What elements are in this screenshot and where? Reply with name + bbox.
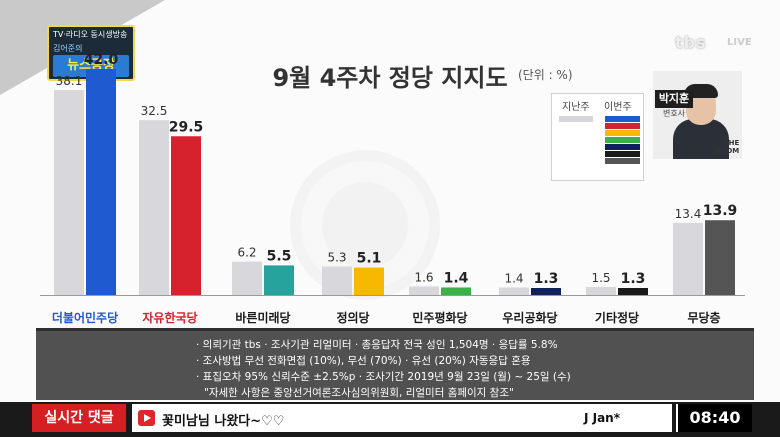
bar-last-week <box>54 89 84 295</box>
category-label: 기타정당 <box>595 310 639 325</box>
ticker-user: J Jan* <box>583 411 620 425</box>
category-label: 바른미래당 <box>235 310 290 325</box>
legend-prev-swatch <box>559 116 593 122</box>
live-label: LIVE <box>727 37 752 48</box>
broadcast-clock: 08:40 <box>676 404 752 432</box>
bar-last-week <box>322 266 352 295</box>
bar-label-this-week: 1.4 <box>444 270 469 286</box>
ticker-bar: 꽃미남님 나왔다~♡♡ J Jan* <box>132 404 672 432</box>
category-label: 우리공화당 <box>502 310 557 325</box>
bar-this-week <box>705 220 735 295</box>
bar-last-week <box>139 120 169 295</box>
bar-label-this-week: 13.9 <box>703 203 738 219</box>
category-label: 민주평화당 <box>412 310 467 325</box>
legend-curr-swatch <box>605 151 640 157</box>
bar-label-this-week: 42.0 <box>84 52 119 68</box>
legend-curr-swatch <box>605 116 640 122</box>
bar-label-last-week: 1.6 <box>414 270 433 284</box>
category-label: 자유한국당 <box>142 310 197 325</box>
legend-curr-swatch <box>605 130 640 136</box>
bar-this-week <box>86 69 116 295</box>
show-top-label: TV·라디오 동시생방송 <box>53 30 128 39</box>
ticker-tag: 실시간 댓글 <box>32 404 126 432</box>
channel-logo: tbs <box>675 33 707 52</box>
chart-unit: (단위 : %) <box>518 68 573 82</box>
play-icon <box>138 410 155 426</box>
category-label: 무당층 <box>687 310 720 325</box>
legend-prev-label: 지난주 <box>562 102 590 113</box>
guest-room-tag-2: ROOM <box>715 147 740 155</box>
legend-curr-swatch <box>605 137 640 143</box>
bar-this-week <box>531 288 561 295</box>
live-comment-ticker: 실시간 댓글 꽃미남님 나왔다~♡♡ J Jan* 08:40 <box>0 402 780 437</box>
bar-label-last-week: 1.5 <box>591 271 610 285</box>
survey-info-box: · 의뢰기관 tbs · 조사기관 리얼미터 · 총응답자 전국 성인 1,50… <box>36 328 754 400</box>
survey-info-line: · 조사방법 무선 전화면접 (10%), 무선 (70%) · 유선 (20%… <box>196 355 531 367</box>
show-sub-label: 김어준의 <box>53 44 83 53</box>
survey-info-note: "자세한 사항은 중앙선거여론조사심의위원회, 리얼미터 홈페이지 참조" <box>204 387 514 399</box>
bar-label-last-week: 38.1 <box>56 74 83 88</box>
bar-label-this-week: 5.1 <box>357 251 382 267</box>
bar-last-week <box>409 286 439 295</box>
bar-last-week <box>499 287 529 295</box>
legend-curr-label: 이번주 <box>604 102 632 113</box>
bar-this-week <box>264 265 294 295</box>
category-label: 정의당 <box>336 310 369 325</box>
bar-last-week <box>232 261 262 295</box>
bar-last-week <box>673 222 703 295</box>
legend-curr-swatch <box>605 123 640 129</box>
bar-last-week <box>586 286 616 295</box>
bar-label-last-week: 13.4 <box>675 207 702 221</box>
guest-role: 변호사 <box>662 109 686 118</box>
guest-name: 박지훈 <box>655 90 693 108</box>
bar-label-this-week: 5.5 <box>267 248 292 264</box>
chart-title: 9월 4주차 정당 지지도 <box>272 64 508 92</box>
bar-this-week <box>618 288 648 295</box>
bar-this-week <box>171 136 201 295</box>
guest-room-tag-1: THE <box>723 139 740 147</box>
legend: 지난주 이번주 <box>551 93 644 181</box>
guest-room-tag: THE ROOM <box>715 139 739 155</box>
legend-curr-swatch <box>605 144 640 150</box>
bar-label-last-week: 6.2 <box>237 246 256 260</box>
bar-this-week <box>354 267 384 295</box>
ticker-message: 꽃미남님 나왔다~♡♡ <box>162 414 285 429</box>
bar-label-this-week: 1.3 <box>534 271 559 287</box>
category-label: 더불어민주당 <box>52 310 118 325</box>
bar-label-last-week: 1.4 <box>504 271 523 285</box>
bar-label-last-week: 5.3 <box>327 250 346 264</box>
survey-info-line: · 의뢰기관 tbs · 조사기관 리얼미터 · 총응답자 전국 성인 1,50… <box>196 339 558 351</box>
chart-title-wrap: 9월 4주차 정당 지지도 <box>0 58 780 93</box>
survey-info-line: · 표집오차 95% 신뢰수준 ±2.5%p · 조사기간 2019년 9월 2… <box>196 371 571 383</box>
guest-panel: 박지훈 변호사 THE ROOM <box>653 71 742 159</box>
bar-label-this-week: 29.5 <box>169 119 204 135</box>
legend-curr-swatch <box>605 158 640 164</box>
bar-this-week <box>441 287 471 295</box>
bar-label-this-week: 1.3 <box>621 271 646 287</box>
bar-label-last-week: 32.5 <box>141 104 168 118</box>
guest-photo-body <box>673 119 729 159</box>
